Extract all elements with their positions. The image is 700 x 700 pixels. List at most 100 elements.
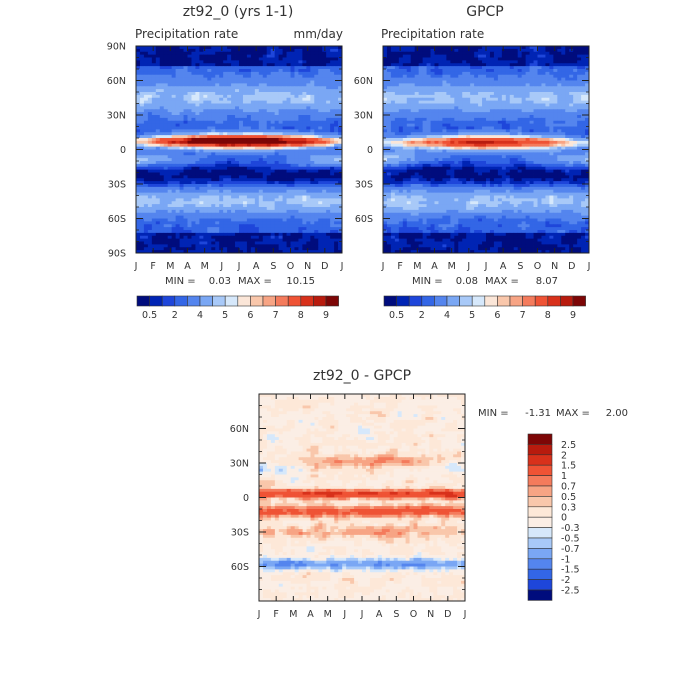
field-cell [223,48,228,53]
field-cell [418,57,424,61]
field-cell [549,63,554,67]
field-cell [446,94,451,99]
field-cell [175,204,180,208]
field-cell [334,230,339,234]
field-cell [223,46,228,50]
field-cell [314,163,319,168]
field-cell [203,198,208,202]
field-cell [326,181,331,185]
field-cell [155,115,161,119]
field-cell [254,71,260,76]
field-cell [529,60,534,64]
field-cell [203,158,208,162]
field-cell [314,250,319,254]
field-cell [187,175,192,179]
field-cell [298,123,303,127]
field-cell [318,77,323,81]
field-cell [565,69,570,73]
field-cell [529,97,534,102]
field-cell [306,126,311,130]
field-cell [581,46,586,50]
field-cell [207,80,212,84]
field-cell [262,57,268,61]
field-cell [171,103,177,107]
field-cell [223,152,228,156]
field-cell [478,106,483,110]
field-cell [573,51,578,56]
field-cell [215,227,220,231]
field-cell [246,204,252,208]
x-tick-label: M [166,261,174,272]
field-cell [231,224,236,228]
field-cell [497,54,503,58]
field-cell [207,146,212,150]
field-cell [326,143,331,148]
field-cell [585,51,590,56]
field-cell [179,103,184,107]
field-cell [258,221,264,225]
field-cell [147,224,153,228]
field-cell [143,163,149,168]
field-cell [147,192,153,196]
field-cell [151,115,157,119]
field-cell [235,94,240,99]
field-cell [155,250,161,254]
field-cell [282,112,287,116]
field-cell [151,54,157,58]
field-cell [147,77,153,81]
field-cell [155,46,161,50]
field-cell [147,103,153,107]
field-cell [505,74,511,79]
field-cell [557,51,562,56]
field-cell [171,77,177,81]
field-cell [239,97,244,102]
field-cell [521,92,527,96]
field-cell [482,60,487,64]
field-cell [143,103,149,107]
field-cell [278,241,283,245]
field-cell [183,224,188,228]
field-cell [155,123,161,127]
field-cell [298,146,303,150]
field-cell [171,86,177,90]
field-cell [258,230,264,234]
field-cell [262,230,268,234]
field-cell [314,238,319,242]
field-cell [334,132,339,136]
field-cell [231,71,236,76]
field-cell [322,230,327,234]
field-cell [250,172,256,176]
field-cell [211,57,216,61]
field-cell [242,89,248,93]
field-cell [314,94,319,99]
field-cell [450,51,455,56]
field-cell [338,172,343,176]
field-cell [294,209,299,214]
field-cell [462,57,467,61]
field-cell [171,192,177,196]
field-cell [211,103,216,107]
field-cell [266,238,272,242]
field-cell [270,77,276,81]
field-cell [318,63,323,67]
field-cell [581,86,586,90]
field-cell [286,172,291,176]
field-cell [195,115,200,119]
field-cell [171,117,177,122]
field-cell [175,221,180,225]
field-cell [577,69,582,73]
field-cell [136,83,141,87]
field-cell [426,106,431,110]
field-cell [207,215,212,219]
field-cell [306,241,311,245]
field-cell [231,57,236,61]
field-cell [235,163,240,168]
field-cell [330,129,335,133]
field-cell [151,244,157,248]
field-cell [470,80,475,84]
field-cell [286,227,291,231]
field-cell [203,146,208,150]
field-cell [242,192,248,196]
field-cell [139,132,145,136]
field-cell [334,209,339,214]
